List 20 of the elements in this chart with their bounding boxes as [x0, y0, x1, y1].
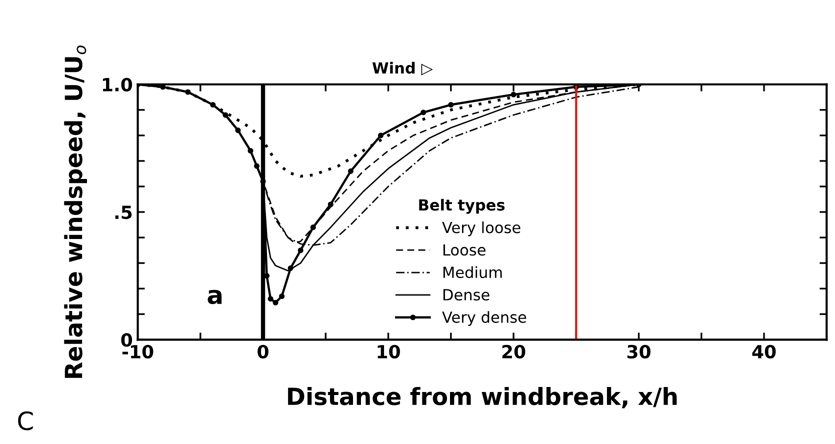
text: C — [18, 411, 33, 430]
x-tick-label: 20 — [502, 344, 526, 358]
x-tick-label: 0 — [258, 344, 268, 358]
legend-label: Loose — [443, 244, 486, 256]
y-tick-label: 1.0 — [102, 78, 132, 92]
x-tick-label: 30 — [627, 344, 650, 358]
text: Wind ▷ — [372, 62, 433, 76]
annotation: a — [208, 290, 222, 304]
legend-label: Medium — [443, 266, 502, 278]
y-tick-label: .5 — [115, 206, 132, 220]
y-tick-label: 0 — [121, 333, 132, 347]
x-tick-label: -10 — [122, 344, 154, 358]
x-axis-title: Distance from windbreak, x/h — [288, 386, 677, 408]
x-tick-label: 40 — [752, 344, 776, 358]
y-axis-title: Relative windspeed, U/U$_{o}$ — [64, 46, 87, 378]
legend-label: Dense — [443, 289, 490, 301]
x-tick-label: 10 — [378, 344, 400, 358]
legend-label: Very dense — [442, 311, 526, 326]
legend-label: Very loose — [442, 221, 520, 236]
legend-title: Belt types — [419, 198, 505, 214]
